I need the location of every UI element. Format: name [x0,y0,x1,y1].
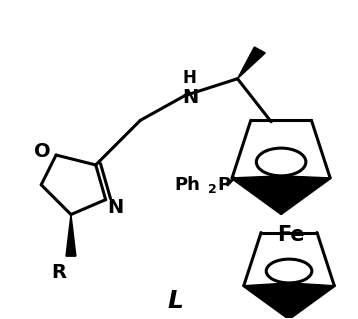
Text: 2: 2 [208,183,217,196]
Polygon shape [237,47,265,79]
Text: H: H [183,69,197,87]
Text: O: O [34,142,50,160]
Text: L: L [167,289,183,313]
Polygon shape [244,283,334,319]
Text: Ph: Ph [174,176,200,194]
Text: R: R [52,263,67,281]
Text: P: P [218,176,231,194]
Polygon shape [232,176,330,213]
Text: N: N [107,198,124,217]
Text: N: N [182,88,198,107]
Polygon shape [66,214,76,256]
Text: Fe: Fe [277,225,305,245]
